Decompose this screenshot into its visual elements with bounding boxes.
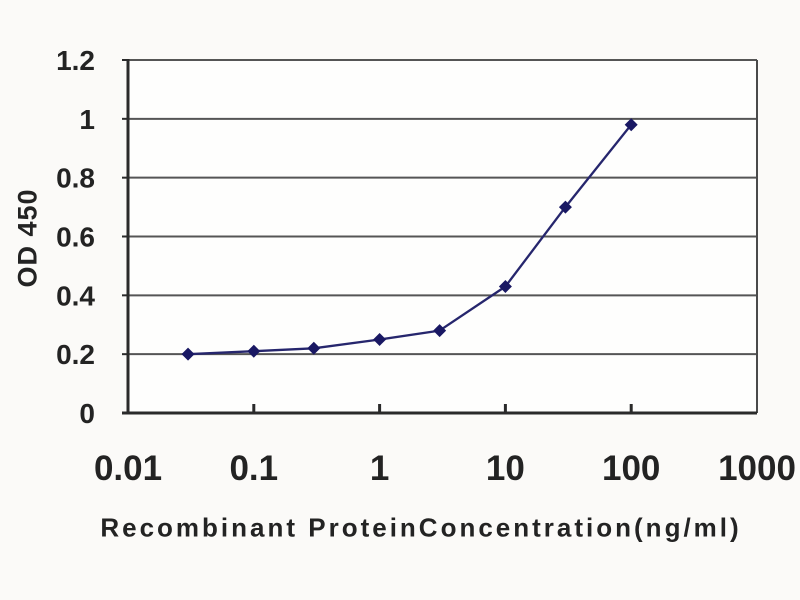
data-point-marker (558, 200, 572, 214)
y-tick-label: 1 (79, 104, 95, 135)
x-tick-label: 100 (602, 449, 660, 488)
y-tick-label: 0.4 (56, 280, 95, 311)
x-tick-label: 0.1 (229, 449, 278, 488)
y-axis-title: OD 450 (12, 188, 43, 288)
data-point-marker (498, 280, 512, 294)
data-point-marker (624, 118, 638, 132)
x-tick-label: 1000 (718, 449, 796, 488)
y-tick-label: 1.2 (56, 45, 95, 76)
y-tick-label: 0.2 (56, 339, 95, 370)
x-tick-label: 0.01 (94, 449, 162, 488)
data-point-marker (247, 344, 261, 358)
x-tick-label: 1 (370, 449, 389, 488)
series-line (186, 123, 633, 356)
x-axis-title: Recombinant ProteinConcentration(ng/ml) (100, 512, 742, 543)
y-tick-label: 0.8 (56, 163, 95, 194)
y-tick-label: 0 (79, 398, 95, 429)
data-point-marker (181, 347, 195, 361)
y-tick-label: 0.6 (56, 222, 95, 253)
data-point-marker (307, 341, 321, 355)
data-point-marker (373, 332, 387, 346)
data-point-marker (433, 324, 447, 338)
x-tick-label: 10 (486, 449, 525, 488)
